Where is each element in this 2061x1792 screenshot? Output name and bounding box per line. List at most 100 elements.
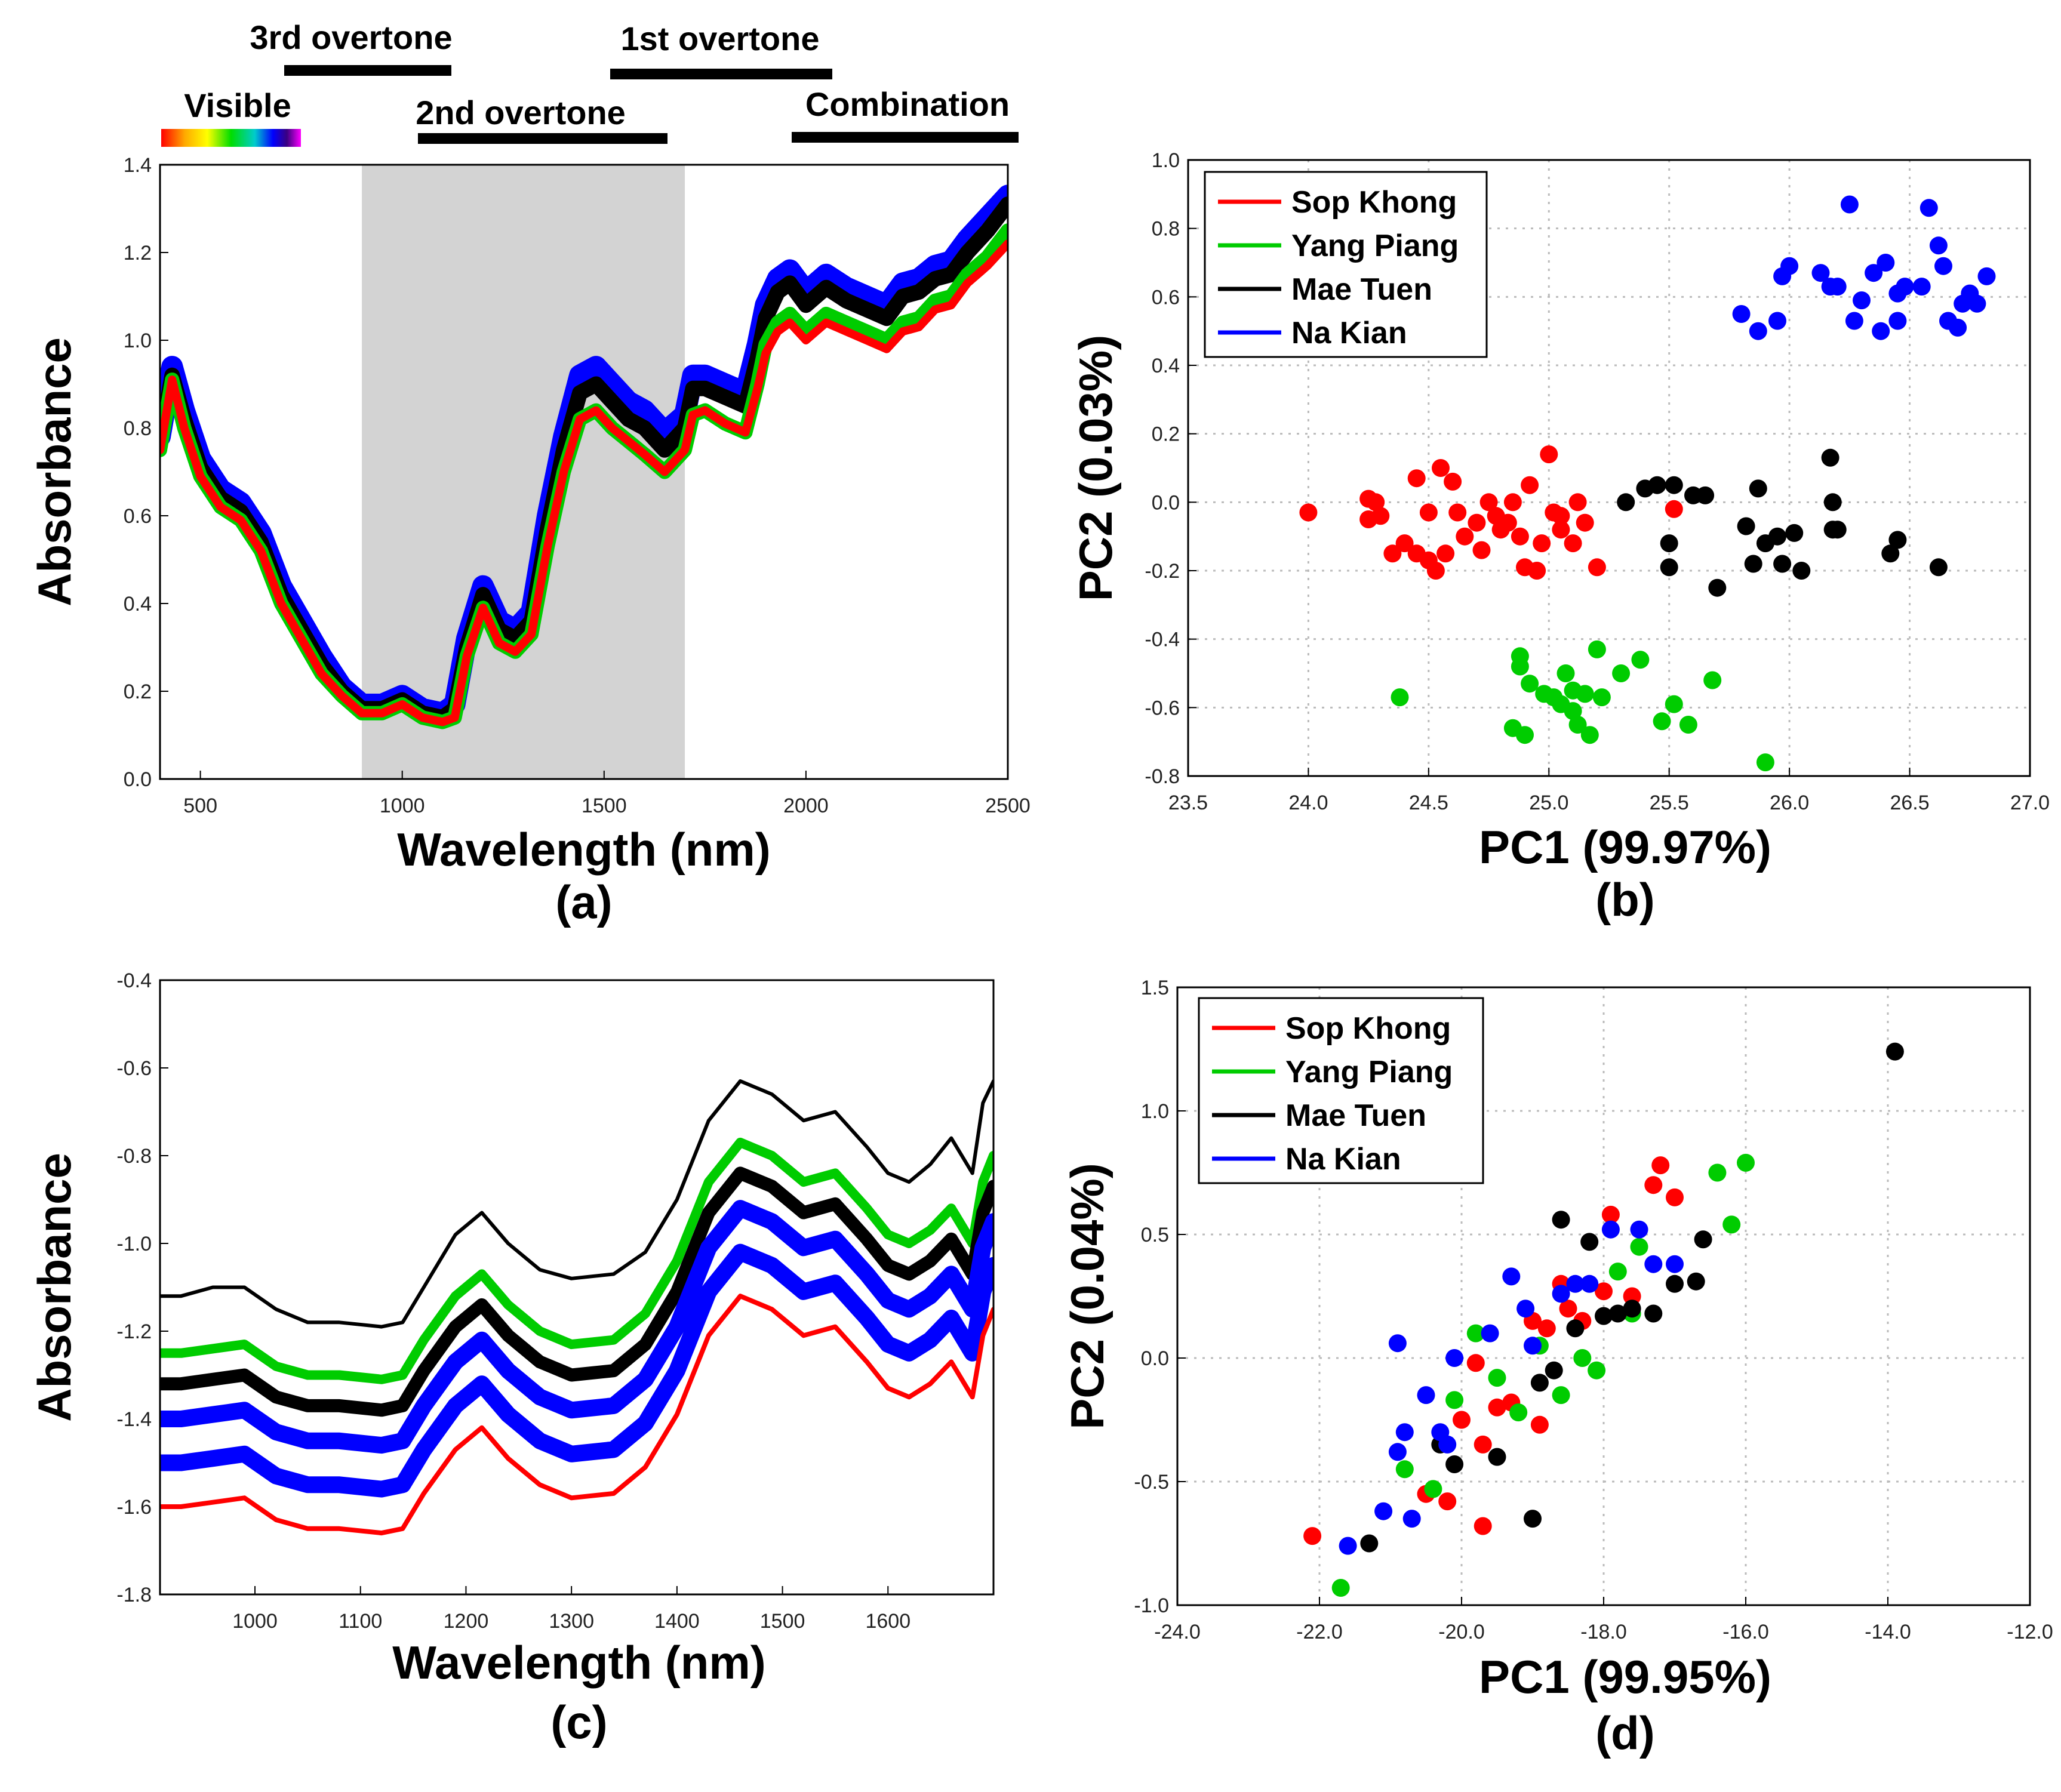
band-label: 3rd overtone xyxy=(250,19,452,56)
data-point xyxy=(1608,1263,1627,1281)
y-tick-label: -0.4 xyxy=(116,969,152,992)
data-point xyxy=(1665,695,1683,713)
x-tick-label: 1100 xyxy=(339,1610,382,1633)
x-tick-label: 23.5 xyxy=(1168,792,1208,814)
data-point xyxy=(1660,534,1678,553)
data-point xyxy=(1564,702,1582,721)
x-tick-label: 500 xyxy=(183,795,217,817)
data-point xyxy=(1588,640,1606,658)
x-tick-label: 26.0 xyxy=(1770,792,1809,814)
x-tick-label: 1200 xyxy=(444,1610,489,1633)
data-point xyxy=(1768,527,1786,546)
data-point xyxy=(1488,1448,1506,1466)
series-line xyxy=(160,1294,993,1536)
y-tick-label: -0.2 xyxy=(1145,560,1180,583)
data-point xyxy=(1821,448,1839,467)
data-point xyxy=(1474,1517,1492,1535)
data-point xyxy=(1424,1480,1442,1498)
data-point xyxy=(1299,503,1318,522)
x-tick-label: 24.5 xyxy=(1409,792,1448,814)
data-point xyxy=(1768,312,1786,330)
data-point xyxy=(1559,1300,1577,1318)
x-tick-label: 2000 xyxy=(783,795,829,817)
legend-label: Mae Tuen xyxy=(1285,1098,1426,1133)
band-label: Visible xyxy=(184,87,291,124)
data-point xyxy=(1644,1304,1663,1323)
plot-frame xyxy=(1187,159,2031,777)
y-tick-label: 0.4 xyxy=(124,593,152,615)
data-point xyxy=(1479,493,1498,512)
data-point xyxy=(1395,534,1414,553)
data-point xyxy=(1509,1403,1528,1422)
data-point xyxy=(1828,521,1847,539)
data-point xyxy=(1466,1354,1485,1372)
data-point xyxy=(1472,541,1491,559)
data-point xyxy=(1568,716,1587,734)
legend-label: Sop Khong xyxy=(1285,1011,1451,1046)
series-group xyxy=(160,1079,993,1536)
data-point xyxy=(1920,199,1938,217)
data-point xyxy=(1339,1537,1357,1555)
data-point xyxy=(1438,1435,1457,1454)
data-point xyxy=(1552,521,1570,539)
data-point xyxy=(1402,1510,1421,1528)
data-point xyxy=(1694,1230,1712,1249)
y-axis-label: PC2 (0.03%) xyxy=(1069,335,1122,602)
data-point xyxy=(1432,459,1450,477)
data-point xyxy=(1503,493,1522,512)
data-point xyxy=(1853,291,1871,310)
data-point xyxy=(1448,503,1467,522)
data-point xyxy=(1840,195,1859,214)
data-point xyxy=(1588,1361,1606,1380)
data-point xyxy=(1666,1255,1684,1273)
x-tick-label: 26.5 xyxy=(1890,792,1929,814)
series-group xyxy=(160,184,1008,729)
data-point xyxy=(1371,507,1390,525)
data-point xyxy=(1912,278,1931,296)
x-tick-label: -20.0 xyxy=(1438,1621,1485,1643)
panel-a: 500 1000 1500 2000 2500 0.0 0.2 0.4 0.6 0.8 1.0 1.2… xyxy=(28,19,1030,928)
data-point xyxy=(1537,1319,1556,1338)
y-axis-label: Absorbance xyxy=(28,1153,81,1422)
x-tick-label: -12.0 xyxy=(2007,1621,2053,1643)
legend-label: Mae Tuen xyxy=(1291,272,1432,307)
y-tick-label: 0.2 xyxy=(1152,423,1180,446)
series-line xyxy=(160,1243,993,1498)
y-tick-label: -1.4 xyxy=(116,1408,152,1431)
x-tick-label: -22.0 xyxy=(1296,1621,1343,1643)
y-tick-label: -1.8 xyxy=(116,1584,152,1606)
data-point xyxy=(1521,476,1539,494)
data-point xyxy=(1516,1300,1535,1318)
y-tick-label: -0.6 xyxy=(1145,697,1180,719)
data-point xyxy=(1488,1369,1506,1387)
y-tick-label: 0.6 xyxy=(124,505,152,528)
data-point xyxy=(1407,469,1426,488)
data-point xyxy=(1877,254,1895,272)
x-tick-label: -16.0 xyxy=(1722,1621,1769,1643)
data-point xyxy=(1888,531,1907,549)
data-point xyxy=(1845,312,1863,330)
y-tick-label: -1.6 xyxy=(116,1496,152,1519)
y-tick-label: 0.0 xyxy=(1141,1347,1169,1370)
data-point xyxy=(1391,688,1409,707)
data-point xyxy=(1367,493,1385,512)
data-point xyxy=(1896,278,1914,296)
data-point xyxy=(1552,507,1570,525)
data-point xyxy=(1521,675,1539,693)
plot-frame xyxy=(1176,986,2031,1606)
visible-spectrum-bar xyxy=(161,129,301,147)
data-point xyxy=(1872,322,1890,340)
data-point xyxy=(1511,527,1529,546)
y-tick-label: -1.0 xyxy=(1134,1594,1169,1617)
data-point xyxy=(1630,1220,1648,1239)
data-point xyxy=(1426,562,1445,580)
data-point xyxy=(1811,264,1830,282)
x-tick-label: 1000 xyxy=(380,795,425,817)
x-axis-label: Wavelength (nm) xyxy=(397,823,770,876)
data-point xyxy=(1528,562,1546,580)
series-line xyxy=(160,1166,993,1417)
band-label: 1st overtone xyxy=(621,20,820,57)
data-point xyxy=(1722,1215,1741,1234)
data-point xyxy=(1580,726,1599,744)
data-point xyxy=(1601,1220,1620,1239)
